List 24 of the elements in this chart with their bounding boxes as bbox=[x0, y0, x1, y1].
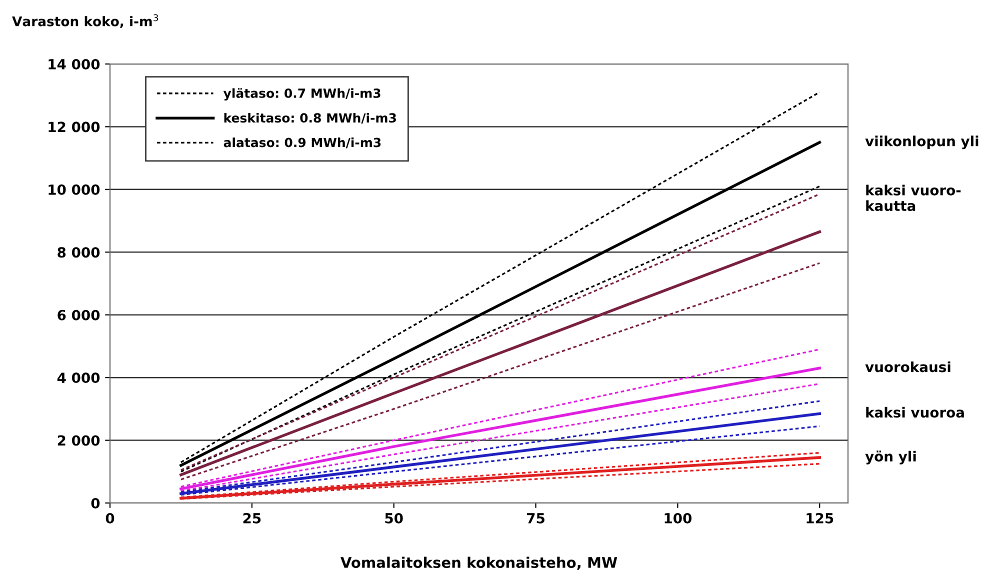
x-tick-label: 125 bbox=[806, 512, 834, 524]
x-tick-label: 50 bbox=[385, 512, 403, 524]
y-tick-label: 4 000 bbox=[57, 372, 100, 384]
y-tick-label: 6 000 bbox=[58, 310, 100, 320]
y-tick-label: 10 000 bbox=[48, 184, 100, 195]
y-tick-label: 0 bbox=[91, 498, 100, 508]
text: kaksi vuoro- kautta bbox=[866, 184, 961, 212]
y-tick-label: 14 000 bbox=[48, 58, 100, 70]
x-axis-title: Vomalaitoksen kokonaisteho, MW bbox=[340, 556, 618, 570]
x-tick-label: 0 bbox=[106, 512, 114, 524]
x-tick-label: 25 bbox=[243, 512, 261, 524]
legend-label: alataso: 0.9 MWh/i-m3 bbox=[224, 138, 381, 148]
legend-label: keskitaso: 0.8 MWh/i-m3 bbox=[224, 112, 396, 124]
text: viikonlopun yli bbox=[865, 136, 978, 150]
text: vuorokausi bbox=[865, 361, 950, 372]
y-tick-label: 8 000 bbox=[58, 247, 100, 258]
y-axis-title: Varaston koko, i-m$^{3}$ bbox=[12, 14, 158, 28]
text: kaksi vuoroa bbox=[866, 406, 964, 418]
x-tick-label: 100 bbox=[664, 512, 692, 524]
y-tick-label: 2 000 bbox=[58, 435, 100, 446]
y-tick-label: 12 000 bbox=[48, 122, 100, 132]
text: yön yli bbox=[865, 450, 916, 464]
legend-label: ylätaso: 0.7 MWh/i-m3 bbox=[223, 88, 380, 100]
x-tick-label: 75 bbox=[527, 513, 544, 524]
